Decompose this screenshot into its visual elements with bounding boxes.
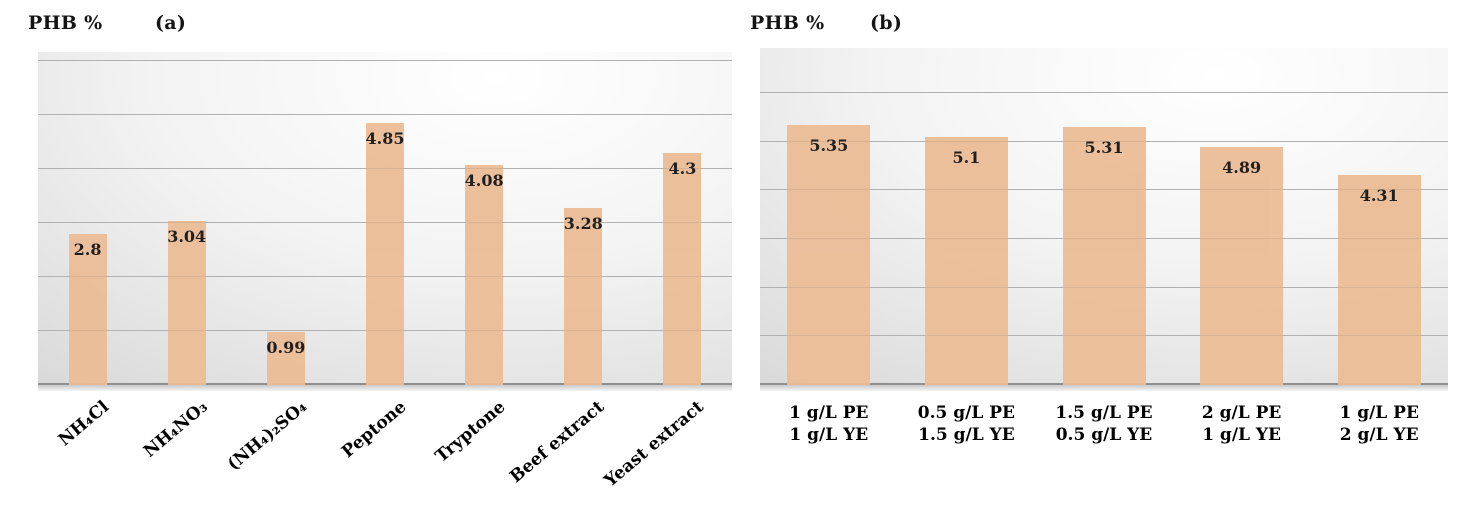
gridline-overlay [38,114,732,116]
bar-value-label: 4.85 [365,129,405,149]
gridline [760,92,1448,94]
bar-value-label: 5.1 [952,148,981,167]
panel-label-a: (a) [155,12,187,34]
bar: 4.31 [1337,175,1421,385]
x-axis-label-line: 1 g/L PE [1339,403,1419,423]
axis-title-b: PHB % [750,12,825,34]
gridline-overlay [760,238,1448,240]
gridline-overlay [760,286,1448,288]
x-axis-label-line: 1 g/L YE [1202,425,1281,445]
bar: 4.89 [1200,147,1284,385]
x-axis-label-line: 2 g/L YE [1339,425,1419,445]
x-axis-label-line: 0.5 g/L YE [1055,425,1153,445]
axis-title-a: PHB % [28,12,103,34]
bar-value-label: 3.28 [563,213,603,233]
panel-label-b: (b) [870,12,903,34]
gridline-overlay [38,222,732,224]
x-axis-label: 1 g/L PE 2 g/L YE [1310,402,1448,446]
gridline-overlay [38,60,732,62]
bar: 0.99 [266,331,305,385]
x-axis-label: 0.5 g/L PE 1.5 g/L YE [898,402,1036,446]
x-axis-label-line: 0.5 g/L PE [917,403,1015,423]
gridline-overlay [760,189,1448,191]
x-axis-label-line: 1 g/L YE [789,425,869,445]
bar: 3.28 [564,207,603,385]
bar-value-label: 4.31 [1359,186,1399,206]
bar: 3.04 [167,220,206,385]
bar-value-label: 5.35 [809,135,849,155]
gridline [38,60,732,62]
bar-value-label: 4.3 [668,158,697,178]
bar-value-label: 5.31 [1084,137,1124,157]
bar: 5.1 [924,137,1008,385]
gridline-overlay [38,330,732,332]
bar-value-label: 2.8 [73,239,102,259]
bar-value-label: 3.04 [167,226,207,246]
bar: 5.31 [1062,126,1146,385]
gridline-overlay [760,335,1448,337]
bar-value-label: 4.08 [464,170,504,190]
bar: 4.85 [366,123,404,385]
bar: 5.35 [787,124,871,385]
gridline [38,114,732,116]
bar: 4.3 [663,152,702,385]
plot-area-a: 2.8 3.04 0.99 4.85 4.08 3.28 4.3 [38,52,732,391]
gridline-overlay [760,140,1448,142]
x-axis-label-line: 1 g/L PE [789,403,869,423]
x-axis-label-line: 1.5 g/L PE [1055,403,1153,423]
x-axis-label: 2 g/L PE 1 g/L YE [1173,402,1311,446]
bar-value-label: 4.89 [1222,158,1262,178]
x-axis-label: 1.5 g/L PE 0.5 g/L YE [1035,402,1173,446]
plot-area-b: 5.35 5.1 5.31 4.89 4.31 [760,48,1448,391]
x-axis-label-line: 1.5 g/L YE [918,425,1015,445]
gridline-overlay [760,92,1448,94]
gridline-overlay [38,168,732,170]
bar: 4.08 [465,164,504,385]
gridline-overlay [38,276,732,278]
x-axis-label: 1 g/L PE 1 g/L YE [760,402,898,446]
bar-value-label: 0.99 [266,337,306,357]
x-axis-label-line: 2 g/L PE [1201,403,1282,423]
bar: 2.8 [68,233,107,385]
